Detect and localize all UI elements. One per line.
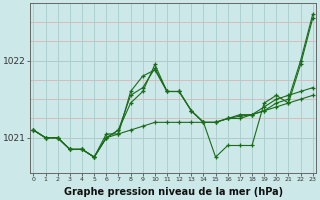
X-axis label: Graphe pression niveau de la mer (hPa): Graphe pression niveau de la mer (hPa) xyxy=(64,187,283,197)
